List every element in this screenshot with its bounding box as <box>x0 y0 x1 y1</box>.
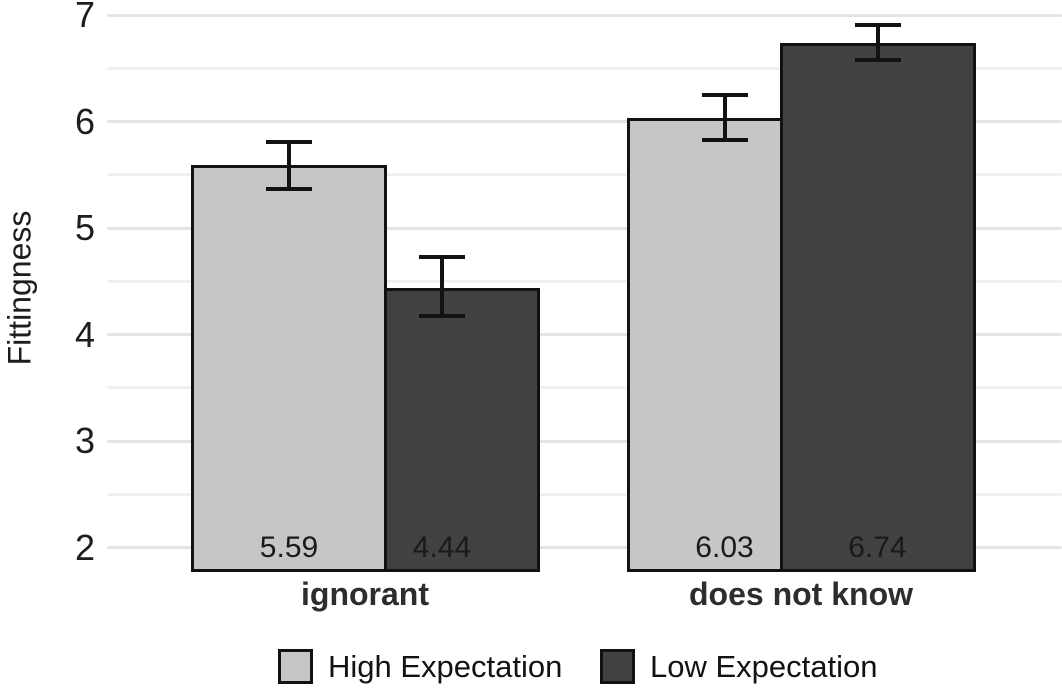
x-category-label-ignorant: ignorant <box>301 576 429 612</box>
error-bar-line <box>287 141 291 189</box>
legend-item-high-expectation: High Expectation <box>278 648 562 685</box>
bar-value-label: 5.59 <box>259 531 319 564</box>
y-axis-title: Fittingness <box>1 210 38 366</box>
x-category-label-does-not-know: does not know <box>689 576 913 612</box>
error-bar-cap-top <box>266 139 312 144</box>
y-axis-tick-label: 2 <box>74 526 95 568</box>
error-bar-cap-bottom <box>854 57 901 62</box>
error-bar-line <box>440 256 444 317</box>
bar-value-label: 6.03 <box>695 531 754 564</box>
plot-panel: 2 3 4 5 6 7 5.59 6.03 4.44 6.74 <box>74 0 1062 572</box>
error-bar-cap-bottom <box>701 137 748 142</box>
gridline-minor <box>107 492 1062 496</box>
y-axis-tick-label: 7 <box>74 0 95 35</box>
error-bar-cap-top <box>701 92 748 97</box>
gridline-major <box>107 546 1062 549</box>
gridline-major <box>107 13 1062 17</box>
gridline-minor <box>107 173 1062 177</box>
gridline-major <box>107 226 1062 230</box>
gridline-minor <box>107 279 1062 283</box>
legend-swatch-low-expectation <box>600 649 635 684</box>
legend-label-high-expectation: High Expectation <box>328 649 563 684</box>
gridline-minor <box>107 66 1062 70</box>
legend-swatch-high-expectation <box>278 649 313 684</box>
legend-label-low-expectation: Low Expectation <box>650 649 878 684</box>
bar-high-expectation-ignorant <box>191 165 387 572</box>
gridline-major <box>107 439 1062 443</box>
error-bar-cap-top <box>419 254 465 259</box>
gridline-minor <box>107 386 1062 390</box>
bar-low-expectation-does-not-know <box>779 42 976 572</box>
error-bar-cap-bottom <box>419 314 465 319</box>
error-bar-cap-bottom <box>266 186 312 191</box>
error-bar-line <box>722 94 727 140</box>
bar-value-label: 4.44 <box>412 531 472 564</box>
error-bar-cap-top <box>854 22 901 27</box>
bar-value-label: 6.74 <box>848 531 907 564</box>
gridline-major <box>107 120 1062 123</box>
y-axis-tick-label: 3 <box>74 420 95 461</box>
legend-item-low-expectation: Low Expectation <box>600 648 877 685</box>
gridline-major <box>107 333 1062 336</box>
y-axis-tick-label: 6 <box>74 100 95 142</box>
y-axis-tick-label: 5 <box>74 207 95 248</box>
y-axis-tick-label: 4 <box>74 313 95 355</box>
error-bar-line <box>875 24 880 60</box>
